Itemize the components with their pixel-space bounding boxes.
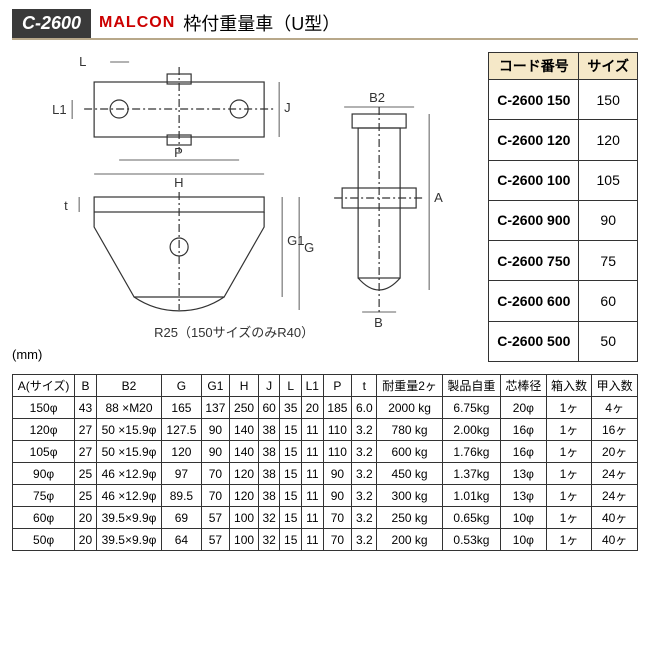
spec-table-row: 120φ2750 ×15.9φ127.5901403815111103.2780… <box>13 419 638 441</box>
svg-text:L1: L1 <box>52 102 66 117</box>
spec-table-header: L <box>280 375 302 397</box>
code-table-row: C-2600 120120 <box>489 120 638 160</box>
spec-table-header: H <box>230 375 259 397</box>
spec-table-header: 甲入数 <box>592 375 638 397</box>
mid-section: L L1 J P H t G1 G R25（150サイズのみR40） B2 A … <box>12 52 638 362</box>
spec-table-row: 150φ4388 ×M201651372506035201856.02000 k… <box>13 397 638 419</box>
code-table-row: C-2600 150150 <box>489 80 638 120</box>
code-table-row: C-2600 60060 <box>489 281 638 321</box>
svg-text:G: G <box>304 240 314 255</box>
code-table-row: C-2600 100105 <box>489 160 638 200</box>
spec-table-header: L1 <box>302 375 324 397</box>
spec-table-header: 製品自重 <box>442 375 500 397</box>
svg-text:H: H <box>174 175 183 190</box>
product-title: 枠付重量車（U型） <box>183 8 340 38</box>
spec-table-header: B2 <box>96 375 162 397</box>
svg-text:t: t <box>64 198 68 213</box>
svg-text:B2: B2 <box>369 90 385 105</box>
code-table-row: C-2600 90090 <box>489 200 638 240</box>
code-table-header: コード番号 <box>489 53 579 80</box>
svg-text:P: P <box>174 145 183 160</box>
spec-table-row: 50φ2039.5×9.9φ6457100321511703.2200 kg0.… <box>13 529 638 551</box>
spec-table-header: J <box>258 375 280 397</box>
spec-table-header: t <box>352 375 377 397</box>
spec-table-header: 箱入数 <box>546 375 592 397</box>
spec-table-header: 芯棒径 <box>501 375 547 397</box>
svg-text:L: L <box>79 54 86 69</box>
product-code: C-2600 <box>12 9 91 38</box>
radius-note: R25（150サイズのみR40） <box>154 325 314 340</box>
svg-text:J: J <box>284 100 291 115</box>
code-table-row: C-2600 75075 <box>489 241 638 281</box>
svg-text:A: A <box>434 190 443 205</box>
spec-table-header: G1 <box>201 375 230 397</box>
spec-table-row: 90φ2546 ×12.9φ9770120381511903.2450 kg1.… <box>13 463 638 485</box>
code-table: コード番号サイズ C-2600 150150C-2600 120120C-260… <box>488 52 638 362</box>
spec-table-header: G <box>162 375 201 397</box>
unit-label: (mm) <box>12 347 42 362</box>
code-table-row: C-2600 50050 <box>489 321 638 361</box>
svg-text:G1: G1 <box>287 233 304 248</box>
code-table-header: サイズ <box>579 53 638 80</box>
spec-table-row: 75φ2546 ×12.9φ89.570120381511903.2300 kg… <box>13 485 638 507</box>
spec-table-header: 耐重量2ヶ <box>377 375 442 397</box>
spec-table-header: P <box>323 375 352 397</box>
spec-table: A(サイズ)BB2GG1HJLL1Pt耐重量2ヶ製品自重芯棒径箱入数甲入数 15… <box>12 374 638 551</box>
spec-table-header: A(サイズ) <box>13 375 75 397</box>
brand: MALCON <box>99 14 175 32</box>
spec-table-row: 60φ2039.5×9.9φ6957100321511703.2250 kg0.… <box>13 507 638 529</box>
spec-table-header: B <box>75 375 97 397</box>
header: C-2600 MALCON 枠付重量車（U型） <box>12 8 638 40</box>
technical-drawing: L L1 J P H t G1 G R25（150サイズのみR40） B2 A … <box>12 52 476 362</box>
spec-table-row: 105φ2750 ×15.9φ120901403815111103.2600 k… <box>13 441 638 463</box>
svg-text:B: B <box>374 315 383 330</box>
